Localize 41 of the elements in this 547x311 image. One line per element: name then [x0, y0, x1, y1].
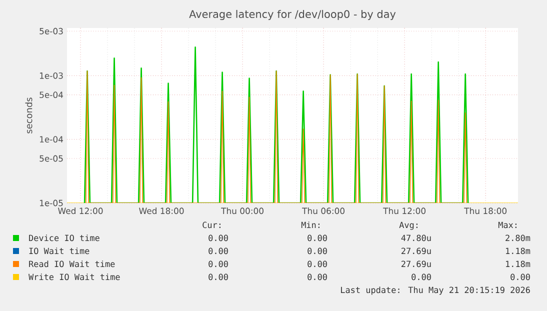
- y-tick-label: 1e-04: [40, 136, 63, 143]
- y-tick-label: 1e-05: [40, 200, 63, 206]
- legend-label: Device IO time: [29, 234, 100, 242]
- text: 0.00: [208, 260, 228, 268]
- text: 2.80m: [506, 234, 530, 242]
- y-tick-label: 5e-03: [40, 28, 63, 34]
- line-series: [84, 46, 469, 204]
- legend-label: Write IO Wait time: [28, 274, 120, 280]
- x-tick-label: Thu 06:00: [302, 208, 344, 214]
- y-tick-label: 5e-05: [40, 155, 63, 162]
- x-tick-label: Thu 12:00: [383, 208, 426, 214]
- text: Avg:: [399, 222, 418, 230]
- text: 47.80u: [401, 234, 431, 242]
- text: 0.00: [208, 234, 228, 242]
- text: 0.00: [208, 248, 228, 254]
- text: 0.00: [510, 274, 530, 280]
- y-tick-label: 5e-04: [40, 92, 63, 98]
- x-tick-label: Thu 18:00: [464, 208, 507, 214]
- text: 0.00: [412, 274, 431, 280]
- x-tick-label: Thu 00:00: [221, 208, 264, 214]
- legend-label: IO Wait time: [29, 248, 90, 254]
- text: 0.00: [308, 274, 327, 280]
- text: Last update: Thu May 21 20:15:19 2026: [341, 286, 530, 295]
- x-tick-label: Wed 18:00: [139, 208, 184, 214]
- y-tick-label: 1e-03: [40, 72, 63, 79]
- text: 1.18m: [506, 260, 530, 268]
- text: Max:: [498, 222, 516, 228]
- text: 0.00: [308, 260, 327, 268]
- text: Cur:: [202, 222, 220, 228]
- text: 0.00: [308, 248, 327, 254]
- y-axis-title: seconds: [25, 98, 32, 134]
- text: 0.00: [308, 234, 327, 242]
- chart-title: Average latency for /dev/loop0 - by day: [189, 10, 396, 20]
- text: 1.18m: [506, 248, 530, 254]
- text: 27.69u: [402, 260, 431, 268]
- line-series: [86, 70, 468, 204]
- legend-label: Read IO Wait time: [29, 260, 115, 268]
- text: 0.00: [208, 274, 228, 280]
- text: 27.69u: [402, 248, 431, 254]
- x-tick-label: Wed 12:00: [58, 208, 103, 214]
- text: Min:: [301, 222, 320, 228]
